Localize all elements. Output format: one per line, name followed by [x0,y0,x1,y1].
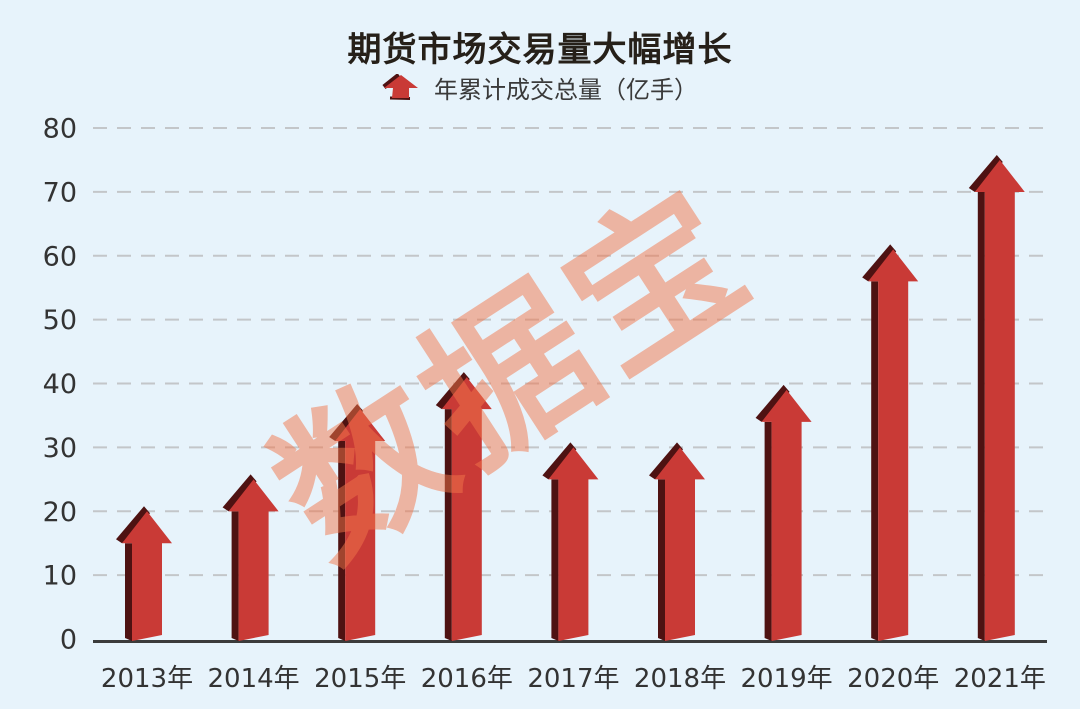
arrow-bar-2019年 [755,384,812,641]
arrow-bar-2013年 [116,506,172,641]
arrow-body [868,249,919,642]
arrow-body [122,511,172,641]
x-tick-label-2015年: 2015年 [314,664,406,694]
x-tick-label-2021年: 2021年 [954,664,1046,694]
x-tick-label-2019年: 2019年 [741,664,833,694]
arrow-head-bevel [116,506,150,544]
arrow-bar-2018年 [649,442,705,641]
arrow-bar-2014年 [222,474,279,641]
arrow-bar-2015年 [329,404,386,641]
up-arrow-icon [382,74,418,100]
arrow-head-bevel [435,372,470,410]
arrow-body [548,447,599,641]
arrow-head-bevel [542,442,577,480]
arrow-head-bevel [329,404,364,442]
y-tick-label-50: 50 [43,305,77,336]
arrow-shaft-shadow [231,511,239,641]
chart-title: 期货市场交易量大幅增长 [347,30,733,70]
arrow-bar-2021年 [968,154,1025,641]
arrow-body [335,409,386,641]
arrow-body [974,159,1025,641]
arrow-head-bevel [222,474,257,512]
arrow-bar-2016年 [435,372,492,641]
y-tick-label-80: 80 [43,114,77,145]
y-tick-label-60: 60 [43,241,77,272]
arrow-shaft-shadow [551,479,559,641]
legend-arrow-bevel [382,74,401,89]
y-tick-label-20: 20 [43,497,77,528]
arrow-head-bevel [968,154,1003,192]
y-tick-label-40: 40 [43,369,77,400]
x-tick-label-2016年: 2016年 [421,664,513,694]
arrow-shaft-shadow [658,479,665,641]
arrow-shaft-shadow [871,281,879,641]
legend-arrow-body [384,75,418,98]
legend: 年累计成交总量（亿手） [0,72,1080,104]
x-tick-label-2014年: 2014年 [208,664,300,694]
arrow-shaft-shadow [125,543,132,641]
y-tick-label-70: 70 [43,177,77,208]
arrow-shaft-shadow [764,421,772,641]
arrow-shaft-shadow [977,191,985,641]
arrow-body [441,377,492,641]
arrow-bar-2017年 [542,442,599,641]
arrow-shaft-shadow [444,409,452,641]
legend-arrow-shadow [389,96,411,100]
x-tick-label-2020年: 2020年 [847,664,939,694]
arrow-bar-2020年 [862,244,919,642]
x-tick-label-2017年: 2017年 [527,664,619,694]
x-tick-label-2018年: 2018年 [634,664,726,694]
y-tick-label-30: 30 [43,433,77,464]
y-tick-label-10: 10 [43,561,77,592]
legend-label: 年累计成交总量（亿手） [434,75,698,104]
y-tick-label-0: 0 [60,625,77,656]
arrow-body [228,479,279,641]
arrow-body [761,389,812,641]
arrow-head-bevel [862,244,897,282]
arrow-head-bevel [649,442,683,480]
arrow-body [655,447,705,641]
x-tick-label-2013年: 2013年 [101,664,193,694]
arrow-head-bevel [755,384,790,422]
arrow-shaft-shadow [338,441,346,641]
